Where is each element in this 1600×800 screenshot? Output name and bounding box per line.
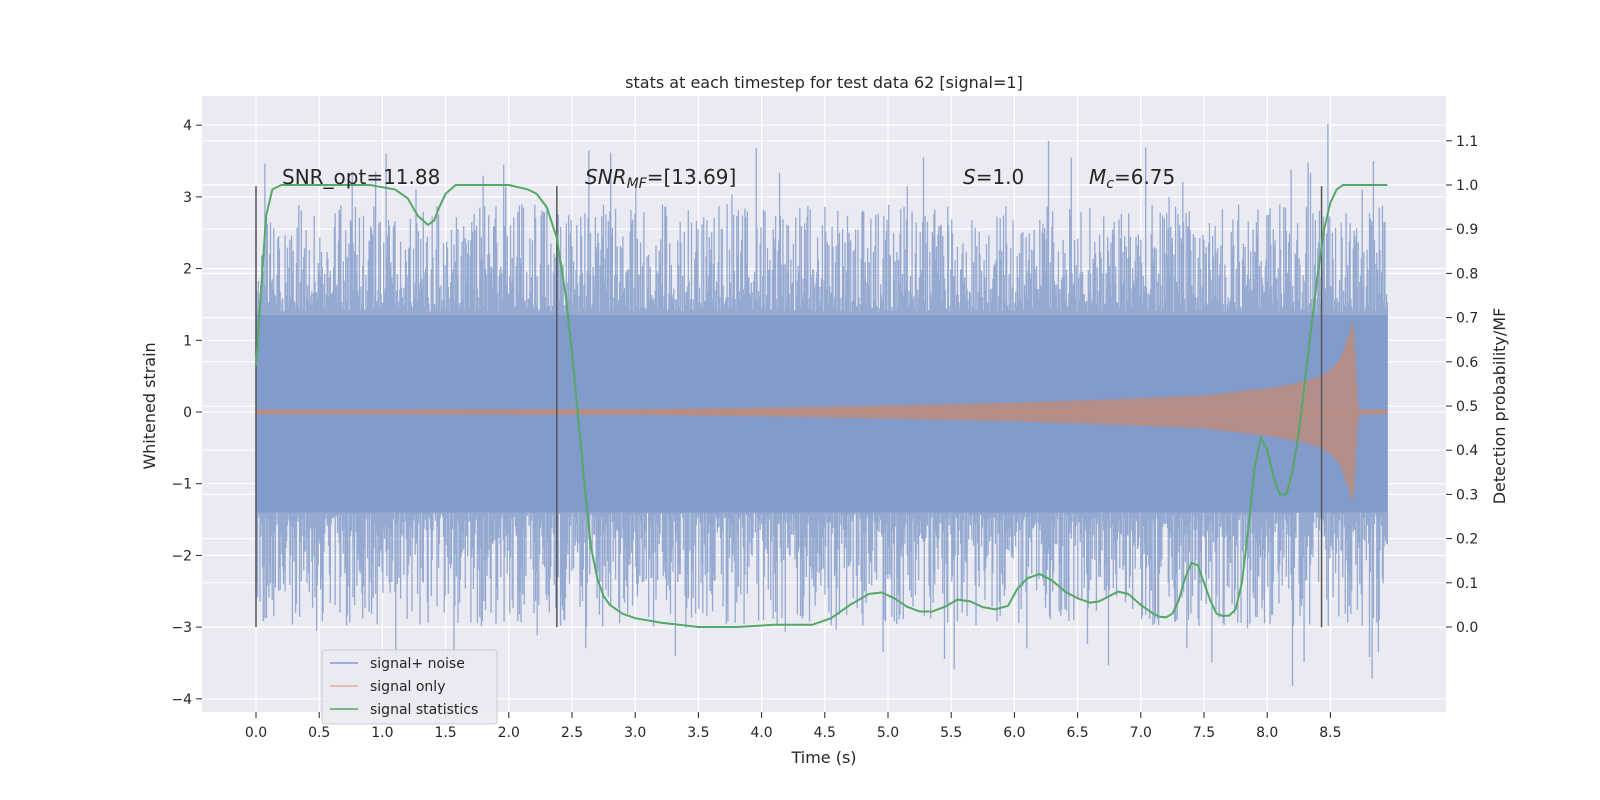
x-tick-label-16: 8.0 [1256, 725, 1278, 741]
x-axis-ticks: 0.0 0.5 1.0 1.5 2.0 2.5 3.0 3.5 4.0 4.5 5.0 5.5 6.0 6… [245, 712, 1342, 741]
signal-statistics-line [255, 184, 1388, 628]
right-tick-label-8: 0.3 [1456, 487, 1478, 503]
annotation-mc: Mc=6.75 [1089, 165, 1175, 192]
s-symbol: S [963, 165, 976, 189]
x-tick-label-9: 4.5 [814, 725, 836, 741]
legend: signal+ noise signal only signal statist… [321, 649, 498, 725]
right-tick-label-1: 1.0 [1456, 178, 1478, 194]
signal-only-series [256, 322, 1388, 502]
left-tick-label-1: 3 [183, 190, 192, 206]
left-axis-ticks: 4 3 2 1 0 −1 −2 −3 −4 [171, 118, 202, 708]
annotation-s: S=1.0 [963, 165, 1024, 189]
y-axis-right-label: Detection probability/MF [1490, 308, 1509, 505]
chart-title: stats at each timestep for test data 62 … [625, 73, 1023, 92]
left-tick-label-2: 2 [183, 262, 192, 278]
x-tick-label-11: 5.5 [940, 725, 962, 741]
right-tick-label-2: 0.9 [1456, 222, 1478, 238]
signal-statistics-series [255, 184, 1388, 628]
x-tick-label-3: 1.5 [434, 725, 456, 741]
right-tick-label-6: 0.5 [1456, 399, 1478, 415]
x-tick-label-7: 3.5 [687, 725, 709, 741]
mc-sub: c [1106, 176, 1114, 192]
legend-box [321, 649, 498, 725]
left-tick-label-3: 1 [183, 333, 192, 349]
x-tick-label-6: 3.0 [624, 725, 646, 741]
mc-value: =6.75 [1114, 165, 1175, 189]
right-tick-label-5: 0.6 [1456, 355, 1478, 371]
x-tick-label-17: 8.5 [1319, 725, 1341, 741]
x-tick-label-15: 7.5 [1193, 725, 1215, 741]
right-tick-label-4: 0.7 [1456, 311, 1478, 327]
x-tick-label-0: 0.0 [245, 725, 267, 741]
right-tick-label-9: 0.2 [1456, 532, 1478, 548]
right-tick-label-3: 0.8 [1456, 266, 1478, 282]
y-axis-label: Whitened strain [140, 342, 159, 469]
x-tick-label-14: 7.0 [1130, 725, 1152, 741]
x-axis-label: Time (s) [790, 748, 856, 767]
right-tick-label-10: 0.1 [1456, 576, 1478, 592]
mc-symbol: M [1089, 165, 1106, 189]
annotation-snr-mf: SNRMF=[13.69] [585, 165, 736, 192]
left-tick-label-6: −2 [171, 548, 192, 564]
segment-markers [255, 186, 1323, 628]
left-tick-label-0: 4 [183, 118, 192, 134]
x-tick-label-10: 5.0 [877, 725, 899, 741]
right-tick-label-7: 0.4 [1456, 443, 1478, 459]
legend-label-signal-only: signal only [370, 679, 445, 695]
x-tick-label-1: 0.5 [308, 725, 330, 741]
x-tick-label-2: 1.0 [371, 725, 393, 741]
left-tick-label-8: −4 [171, 692, 192, 708]
x-tick-label-4: 2.0 [498, 725, 520, 741]
left-tick-label-5: −1 [171, 477, 192, 493]
s-value: =1.0 [976, 165, 1025, 189]
annotation-snr-opt: SNR_opt=11.88 [282, 165, 440, 189]
left-tick-label-7: −3 [171, 620, 192, 636]
snr-mf-value: =[13.69] [647, 165, 737, 189]
right-axis-ticks: 1.1 1.0 0.9 0.8 0.7 0.6 0.5 0.4 0.3 0.2 0.1 0.0 [1446, 134, 1478, 636]
right-tick-label-0: 1.1 [1456, 134, 1478, 150]
right-tick-label-11: 0.0 [1456, 620, 1478, 636]
snr-mf-base: SNR [585, 165, 627, 189]
x-tick-label-5: 2.5 [561, 725, 583, 741]
snr-mf-sub: MF [627, 176, 648, 192]
legend-label-signal-statistics: signal statistics [370, 702, 478, 718]
legend-label-signal-noise: signal+ noise [370, 656, 465, 672]
x-tick-label-12: 6.0 [1003, 725, 1025, 741]
left-tick-label-4: 0 [183, 405, 192, 421]
x-tick-label-13: 6.5 [1066, 725, 1088, 741]
x-tick-label-8: 4.0 [750, 725, 772, 741]
